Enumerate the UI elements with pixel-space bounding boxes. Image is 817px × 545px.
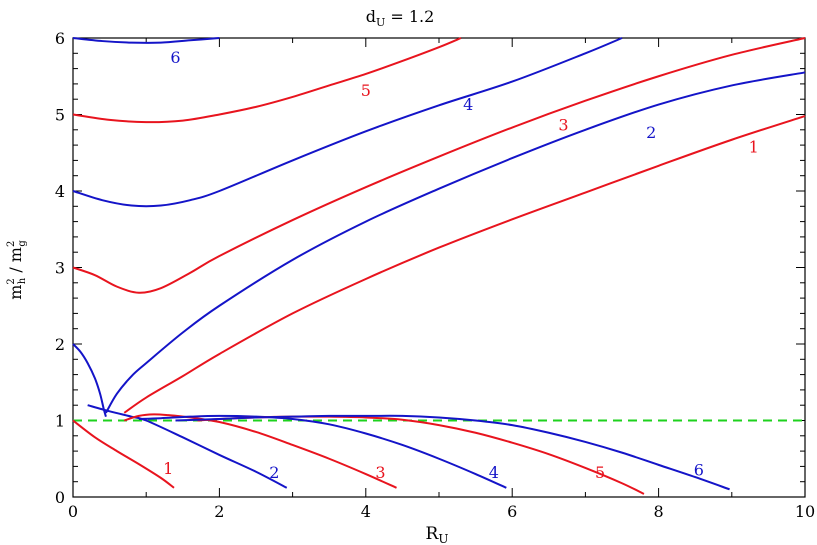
y-tick-label: 2 — [55, 335, 65, 354]
curve-label: 5 — [361, 81, 371, 100]
chart-title-rest: = 1.2 — [385, 7, 434, 26]
y-tick-label: 4 — [55, 182, 65, 201]
y-axis-label-base1: m — [6, 285, 25, 300]
y-axis-label-base2: m — [6, 247, 25, 262]
x-tick-label: 0 — [68, 502, 78, 521]
y-tick-label: 6 — [55, 29, 65, 48]
series-line — [72, 37, 220, 44]
y-axis-label-sub1: h — [17, 277, 28, 284]
curve-label: 4 — [489, 463, 499, 482]
x-tick-label: 4 — [361, 502, 371, 521]
series-line — [123, 115, 806, 414]
curve-label: 1 — [163, 459, 173, 478]
curve-label: 1 — [749, 138, 759, 157]
series-line — [72, 37, 623, 208]
curve-labels: 1 2 3 4 5 6 1 2 3 4 5 6 — [163, 48, 759, 482]
x-axis-ticks: 0 2 4 6 8 10 — [68, 38, 815, 521]
chart-title: dU = 1.2 — [366, 7, 435, 29]
series-line — [123, 413, 397, 489]
y-tick-label: 1 — [55, 412, 65, 431]
series-line — [72, 37, 462, 124]
curve-label: 2 — [646, 123, 656, 142]
y-axis-label-sep: / — [6, 262, 25, 278]
x-tick-label: 8 — [654, 502, 664, 521]
series-line — [72, 419, 175, 489]
x-tick-label: 10 — [795, 502, 815, 521]
x-axis-label: RU — [426, 524, 449, 545]
series-line — [87, 404, 288, 489]
series-line — [197, 415, 645, 495]
y-axis-ticks: 0 1 2 3 4 5 6 — [55, 29, 805, 507]
curve-label: 5 — [595, 463, 605, 482]
curve-label: 3 — [375, 463, 385, 482]
chart-title-sub: U — [376, 16, 385, 29]
curve-label: 4 — [463, 95, 473, 114]
series-line — [175, 414, 730, 491]
plot-area: 0 2 4 6 8 10 0 1 2 3 4 5 6 1 2 3 4 5 6 1 2 3 4 5 6 — [55, 29, 815, 521]
curve-label: 2 — [269, 463, 279, 482]
chart-title-main: d — [366, 7, 376, 26]
x-tick-label: 2 — [214, 502, 224, 521]
y-tick-label: 3 — [55, 259, 65, 278]
x-axis-label-main: R — [426, 524, 440, 544]
series-line — [105, 71, 806, 414]
curve-label: 6 — [694, 460, 704, 479]
series-line — [138, 414, 507, 489]
y-axis-label-sub2: g — [17, 240, 28, 247]
x-tick-label: 6 — [507, 502, 517, 521]
y-tick-label: 0 — [55, 488, 65, 507]
series-group — [72, 37, 806, 495]
y-axis-label-sup2: 2 — [6, 241, 17, 247]
x-axis-label-sub: U — [438, 532, 448, 545]
series-line — [72, 37, 806, 294]
y-tick-label: 5 — [55, 106, 65, 125]
y-axis-label-sup1: 2 — [6, 278, 17, 284]
curve-label: 3 — [558, 115, 568, 134]
y-axis-label: m2h / m2g — [6, 240, 28, 300]
plot-frame — [72, 37, 806, 498]
curve-label: 6 — [170, 48, 180, 67]
